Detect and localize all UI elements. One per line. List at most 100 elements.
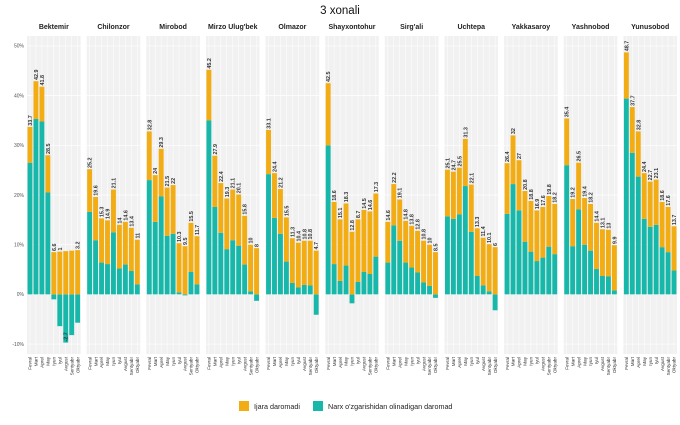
- x-tick-label: Avgust: [183, 356, 188, 371]
- bar-narx: [403, 262, 409, 295]
- x-tick-label: Iyul: [654, 357, 659, 364]
- data-label: 21.5: [165, 176, 171, 187]
- data-label: 16.9: [535, 199, 541, 210]
- bar-ijara: [433, 252, 438, 295]
- data-label: 19.1: [398, 188, 404, 199]
- bar-narx: [355, 281, 361, 295]
- panel-title: Uchtepa: [457, 24, 485, 31]
- x-tick-label: Fevral: [147, 357, 152, 370]
- bar-ijara: [427, 244, 432, 286]
- bar-ijara: [641, 173, 647, 219]
- data-label: 8.5: [433, 243, 439, 251]
- bar-narx: [128, 271, 134, 295]
- bar-ijara: [295, 242, 301, 288]
- bar-narx: [415, 272, 421, 295]
- data-label: 33.7: [28, 115, 34, 126]
- data-label: 28.5: [46, 144, 52, 155]
- x-tick-label: Iyun: [469, 357, 474, 366]
- bar-narx: [600, 275, 605, 295]
- x-tick-label: May: [284, 356, 289, 365]
- panel-bektemir: Bektemir 33.7 Fevral 42.9 Mart 41.8 Aprel 28.5 M…: [27, 24, 82, 375]
- x-tick-label: Oktyabr: [135, 357, 140, 374]
- bar-ijara: [391, 184, 397, 226]
- bar-narx: [236, 245, 242, 295]
- bar-ijara: [546, 195, 552, 247]
- data-label: 14.8: [404, 209, 410, 220]
- x-tick-label: Iyul: [57, 357, 62, 364]
- x-tick-label: Oktyabr: [672, 357, 677, 374]
- x-tick-label: Sentyabr: [606, 357, 611, 376]
- data-label: 11.3: [290, 227, 296, 237]
- bar-ijara: [361, 209, 367, 273]
- bar-ijara: [51, 252, 57, 295]
- x-tick-label: Iyun: [230, 357, 235, 366]
- data-label: 26.5: [577, 151, 583, 162]
- bar-ijara: [611, 245, 617, 291]
- bar-narx: [427, 285, 432, 295]
- bar-narx: [421, 282, 426, 295]
- data-label: 15.5: [189, 211, 195, 222]
- bar-narx: [456, 214, 462, 295]
- panel-title: Yunusobod: [631, 24, 669, 31]
- bar-ijara: [75, 250, 81, 295]
- data-label: 19.6: [94, 185, 100, 196]
- bar-ijara: [397, 199, 403, 241]
- data-label: 48.7: [624, 41, 630, 52]
- bar-ijara: [403, 220, 409, 263]
- data-label: 31.3: [463, 127, 469, 138]
- bar-narx: [212, 206, 218, 295]
- panel-title: Mirzo Ulug'bek: [208, 24, 258, 31]
- bar-ijara: [242, 215, 248, 265]
- bar-ijara: [158, 148, 164, 197]
- x-tick-label: Avgust: [242, 356, 247, 371]
- legend-label-narx: Narx o'zgarishidan olinadigan daromad: [328, 402, 452, 411]
- bar-ijara: [212, 155, 218, 207]
- bar-narx: [480, 285, 486, 295]
- bar-narx: [611, 290, 617, 295]
- bar-narx: [218, 232, 224, 295]
- data-label: 22.7: [648, 170, 654, 181]
- data-label: 19.2: [571, 187, 577, 198]
- data-label: 9.9: [612, 236, 618, 244]
- bar-narx: [409, 267, 415, 295]
- bar-ijara: [272, 173, 277, 218]
- x-tick-label: Mart: [93, 356, 98, 366]
- bar-narx: [182, 294, 188, 296]
- data-label: 10.3: [177, 231, 183, 242]
- bar-ijara: [600, 229, 605, 276]
- data-label: 33.1: [267, 118, 273, 129]
- bar-ijara: [146, 131, 152, 181]
- panel-title: Yashnobod: [572, 24, 610, 31]
- data-label: 14.4: [595, 211, 601, 222]
- y-tick-label: 10%: [14, 242, 25, 248]
- x-tick-label: Aprel: [159, 357, 164, 368]
- bar-ijara: [409, 225, 415, 268]
- bar-ijara: [629, 107, 635, 153]
- bar-narx: [152, 221, 158, 295]
- panel-yakkasaroy: Yakkasaroy 26.4 Fevral 32 Mart 27 Aprel 20.8 May…: [504, 24, 559, 375]
- bar-ijara: [486, 244, 492, 292]
- bar-narx: [134, 284, 140, 295]
- data-label: 22.4: [219, 171, 225, 182]
- x-tick-label: Avgust: [362, 356, 367, 371]
- legend-swatch-narx: [313, 401, 323, 411]
- data-label: 20.8: [523, 179, 529, 190]
- x-tick-label: Mart: [630, 356, 635, 366]
- bar-ijara: [39, 86, 45, 122]
- data-label: 18.2: [553, 192, 559, 203]
- data-label: 19.3: [225, 187, 231, 198]
- bar-narx: [27, 162, 33, 295]
- bar-ijara: [385, 221, 391, 263]
- data-label: 13.4: [129, 216, 135, 227]
- x-tick-label: Mart: [332, 356, 337, 366]
- bar-narx: [116, 268, 122, 295]
- x-tick-label: Fevral: [87, 357, 92, 370]
- data-label: 20.1: [237, 183, 243, 194]
- bar-narx: [653, 224, 659, 295]
- bar-narx: [468, 231, 474, 295]
- data-label: 11.4: [481, 226, 487, 236]
- bar-narx: [647, 226, 653, 295]
- data-label: 23.1: [654, 168, 660, 179]
- bar-narx: [343, 265, 349, 295]
- bar-ijara: [528, 200, 534, 252]
